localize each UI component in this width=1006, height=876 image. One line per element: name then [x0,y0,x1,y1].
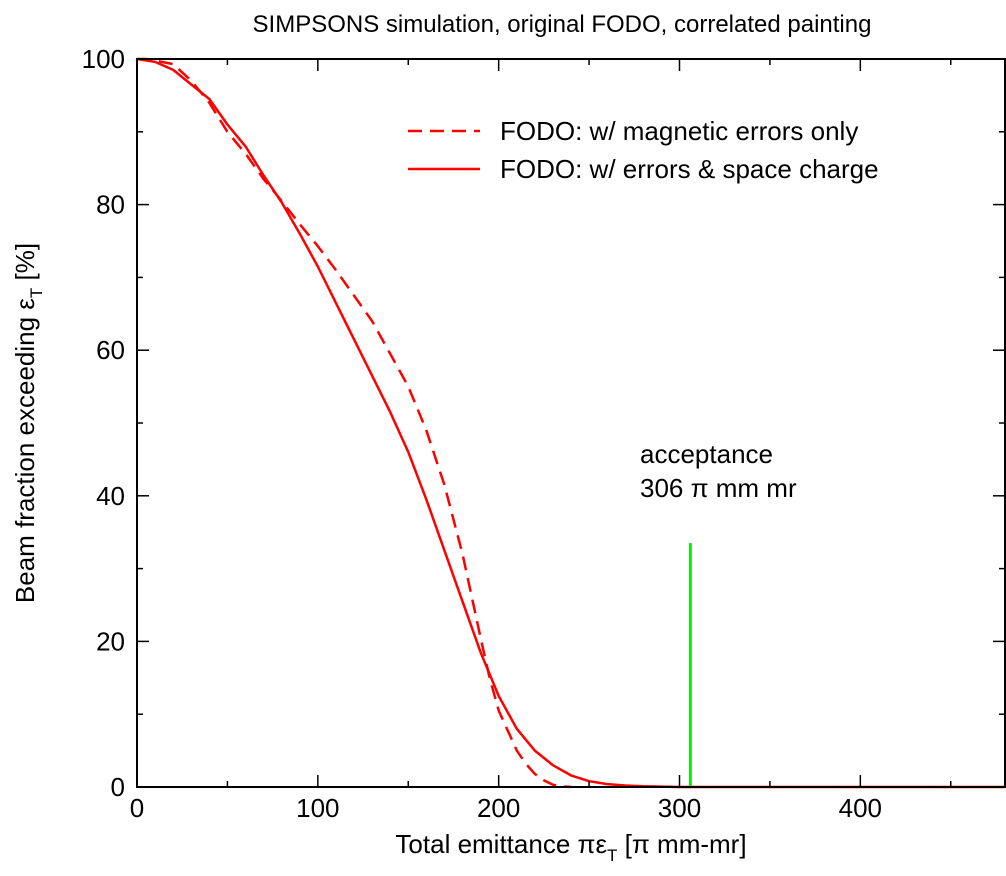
y-tick-label: 40 [96,481,125,511]
x-axis-label-sub: T [607,846,617,865]
y-tick-label: 100 [82,44,125,74]
acceptance-value: 306 π mm mr [640,473,797,503]
y-tick-label: 0 [111,772,125,802]
legend-label-magnetic-errors: FODO: w/ magnetic errors only [500,116,858,146]
y-axis-label: Beam fraction exceeding εT [%] [10,243,46,603]
y-axis-label-sub: T [27,288,46,298]
series-line-1 [136,57,1005,789]
x-tick-label: 300 [658,793,701,823]
y-axis-label-unit: [%] [10,243,40,288]
y-axis: 0 20 40 60 80 100 [82,44,1005,802]
legend: FODO: w/ magnetic errors only FODO: w/ e… [408,116,879,184]
y-tick-label: 20 [96,626,125,656]
x-axis-label: Total emittance πεT [π mm-mr] [395,829,746,865]
plot-area [136,57,1005,789]
chart-title: SIMPSONS simulation, original FODO, corr… [253,11,872,38]
x-tick-label: 200 [477,793,520,823]
x-axis-label-main: Total emittance πε [395,829,607,859]
acceptance-label: acceptance [640,439,773,469]
x-tick-label: 0 [130,793,144,823]
y-tick-label: 60 [96,335,125,365]
x-axis-label-unit: [π mm-mr] [617,829,746,859]
x-tick-label: 400 [839,793,882,823]
series-line-0 [137,57,572,789]
x-tick-label: 100 [296,793,339,823]
y-tick-label: 80 [96,190,125,220]
x-axis: 0 100 200 300 400 [130,59,952,823]
legend-label-space-charge: FODO: w/ errors & space charge [500,154,879,184]
y-axis-label-main: Beam fraction exceeding ε [10,298,40,603]
